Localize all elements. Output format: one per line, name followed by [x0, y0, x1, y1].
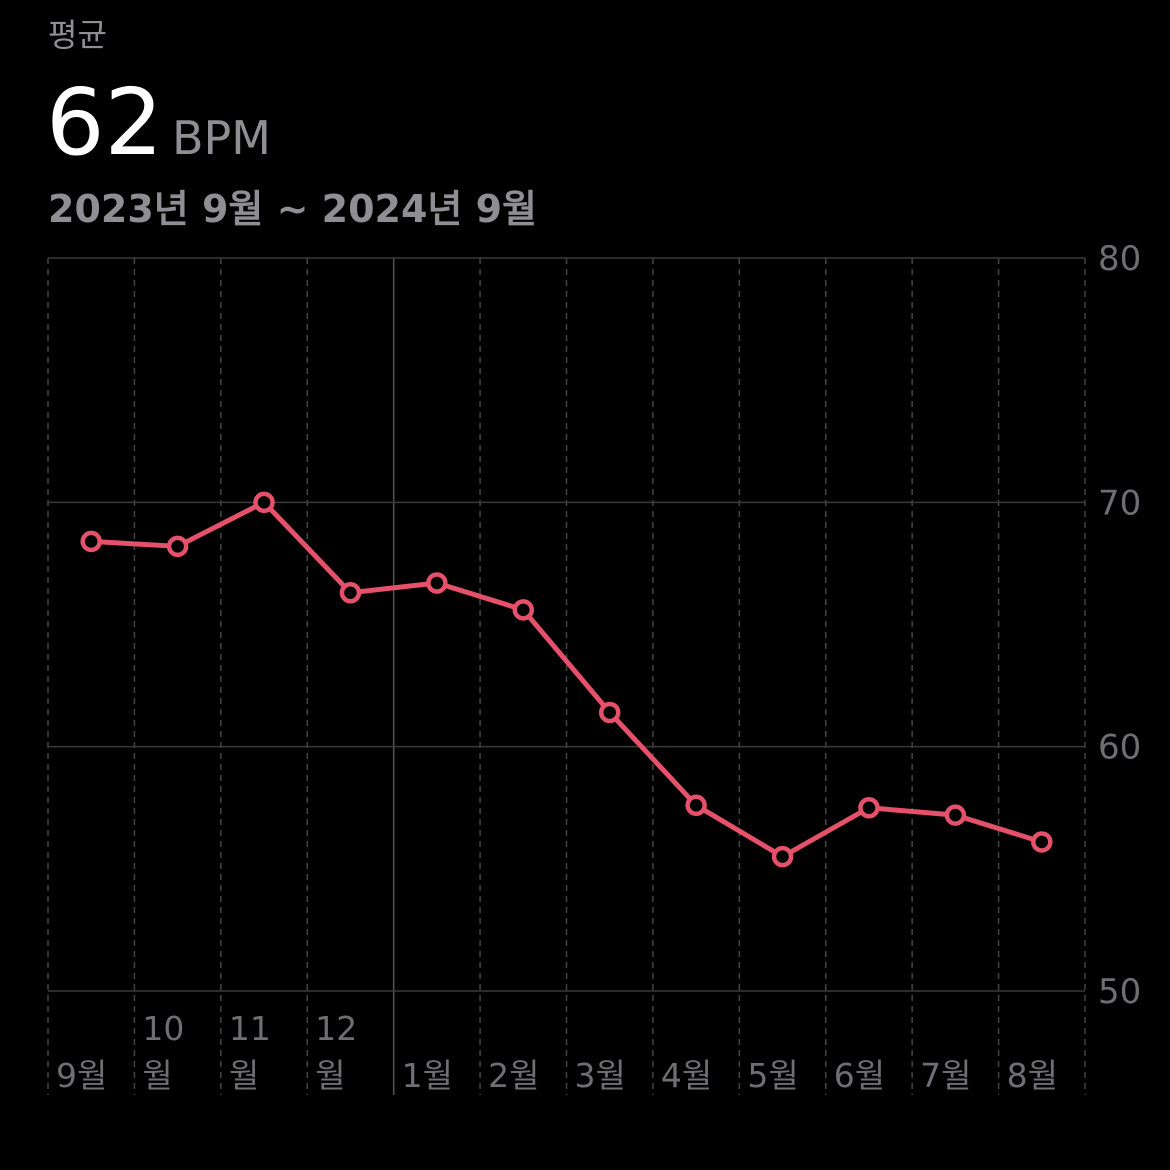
x-tick-label: 1월 [402, 1056, 453, 1095]
data-point [1031, 831, 1053, 853]
x-tick-label: 3월 [575, 1056, 626, 1095]
data-point [598, 701, 621, 724]
chart-title: 평균 [48, 16, 107, 54]
x-tick-label: 11 월 [229, 1009, 271, 1095]
x-tick-label: 5월 [747, 1056, 798, 1095]
y-tick-label: 50 [1098, 972, 1141, 1012]
data-point [944, 804, 967, 826]
x-tick-label: 6월 [834, 1056, 885, 1095]
data-point [771, 845, 794, 868]
y-tick-label: 60 [1098, 728, 1141, 768]
x-tick-label: 8월 [1007, 1056, 1058, 1095]
chart-subtitle: 2023년 9월 ~ 2024년 9월 [48, 187, 537, 231]
x-tick-label: 7월 [920, 1056, 971, 1095]
data-point [512, 599, 535, 621]
y-tick-label: 70 [1098, 483, 1141, 523]
x-tick-label: 4월 [661, 1056, 712, 1095]
x-tick-label: 12 월 [315, 1009, 357, 1095]
data-point [858, 797, 880, 819]
data-point [685, 794, 707, 817]
data-point [166, 535, 189, 558]
data-point [426, 572, 448, 594]
headline-value: 62 [46, 69, 163, 176]
x-tick-label: 9월 [56, 1056, 107, 1095]
data-point [339, 581, 362, 604]
data-point [80, 530, 102, 553]
x-tick-label: 2월 [488, 1056, 539, 1095]
series-line [91, 499, 1043, 860]
y-tick-label: 80 [1098, 239, 1141, 279]
data-point [253, 491, 275, 514]
headline-unit: BPM [172, 111, 271, 165]
x-tick-label: 10 월 [142, 1009, 184, 1095]
